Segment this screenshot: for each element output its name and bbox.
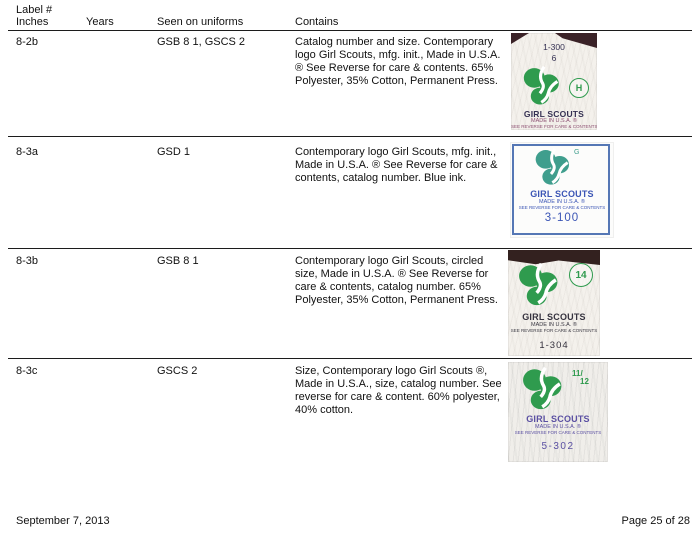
care-note-text: SEE REVERSE FOR CARE & CONTENTS — [514, 430, 602, 435]
made-in-text: MADE IN U.S.A. ® — [535, 424, 581, 430]
brand-text: GIRL SCOUTS — [522, 312, 586, 322]
cell-label-number: 8-3a — [16, 146, 39, 158]
cell-seen-on-uniforms: GSCS 2 — [157, 365, 198, 377]
cell-contains: Contemporary logo Girl Scouts, mfg. init… — [295, 146, 498, 184]
made-in-text: MADE IN U.S.A. ® — [531, 322, 577, 328]
row-divider — [8, 358, 692, 359]
footer-date: September 7, 2013 — [16, 515, 110, 527]
cell-contains: Catalog number and size. Contemporary lo… — [295, 36, 501, 87]
cell-contains: Contemporary logo Girl Scouts, circled s… — [295, 255, 498, 306]
label-size-text: 6 — [551, 53, 557, 63]
girl-scouts-trefoil-icon — [533, 148, 573, 188]
care-note-text: SEE REVERSE FOR CARE & CONTENTS — [511, 124, 597, 129]
catalog-number-text: 5-302 — [541, 441, 575, 452]
brand-text: GIRL SCOUTS — [526, 414, 590, 424]
uniform-label-photo: 1-300 6 H GIRL SCOUTS MADE IN U.S.A. ® S… — [511, 33, 597, 130]
size-fraction-text: 11/ 12 — [572, 370, 589, 386]
catalog-number-text: 3-100 — [544, 212, 580, 224]
header-contains: Contains — [295, 16, 339, 28]
fabric-shadow — [508, 250, 600, 265]
cell-seen-on-uniforms: GSD 1 — [157, 146, 191, 158]
label-border — [512, 144, 610, 235]
header-divider — [8, 30, 692, 31]
uniform-label-photo: 11/ 12 GIRL SCOUTS MADE IN U.S.A. ® SEE … — [508, 362, 608, 462]
catalog-number-text: 1-304 — [539, 340, 569, 351]
row-divider — [8, 136, 692, 137]
brand-text: GIRL SCOUTS — [523, 109, 585, 119]
cell-label-number: 8-3b — [16, 255, 39, 267]
header-inches: Inches — [16, 16, 49, 28]
made-in-text: MADE IN U.S.A. ® — [539, 199, 585, 205]
header-years: Years — [86, 16, 114, 28]
row-divider — [8, 248, 692, 249]
catalog-number-text: 1-300 — [543, 42, 565, 52]
uniform-label-photo: 14 GIRL SCOUTS MADE IN U.S.A. ® SEE REVE… — [508, 250, 600, 356]
cell-label-number: 8-2b — [16, 36, 39, 48]
uniform-label-photo: G GIRL SCOUTS MADE IN U.S.A. ® SEE REVER… — [510, 142, 614, 238]
cell-label-number: 8-3c — [16, 365, 38, 377]
cell-contains: Size, Contemporary logo Girl Scouts ®, M… — [295, 365, 502, 416]
made-in-text: MADE IN U.S.A. ® — [531, 118, 577, 124]
brand-text: GIRL SCOUTS — [530, 189, 594, 199]
footer-page-number: Page 25 of 28 — [621, 515, 690, 527]
girl-scouts-trefoil-icon — [521, 66, 563, 108]
care-note-text: SEE REVERSE FOR CARE & CONTENTS — [518, 205, 606, 210]
header-seen-on-uniforms: Seen on uniforms — [157, 16, 244, 28]
cell-seen-on-uniforms: GSB 8 1 — [157, 255, 199, 267]
size-fraction-denominator: 12 — [580, 377, 589, 386]
corner-letter-text: G — [574, 149, 580, 156]
cell-seen-on-uniforms: GSB 8 1, GSCS 2 — [157, 36, 246, 48]
size-fraction-numerator: 11/ — [572, 369, 583, 378]
size-badge: H — [569, 78, 589, 98]
header-label-number: Label # — [16, 4, 53, 16]
size-badge: 14 — [569, 263, 593, 287]
care-note-text: SEE REVERSE FOR CARE & CONTENTS — [510, 328, 598, 333]
girl-scouts-trefoil-icon — [516, 263, 562, 309]
girl-scouts-trefoil-icon — [520, 367, 566, 413]
fabric-shadow — [511, 33, 529, 44]
